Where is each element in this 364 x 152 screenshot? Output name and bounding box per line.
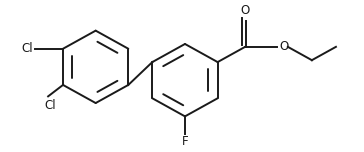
Text: O: O xyxy=(241,4,250,17)
Text: Cl: Cl xyxy=(44,99,56,112)
Text: O: O xyxy=(279,40,288,53)
Text: Cl: Cl xyxy=(21,42,33,55)
Text: F: F xyxy=(182,135,188,148)
